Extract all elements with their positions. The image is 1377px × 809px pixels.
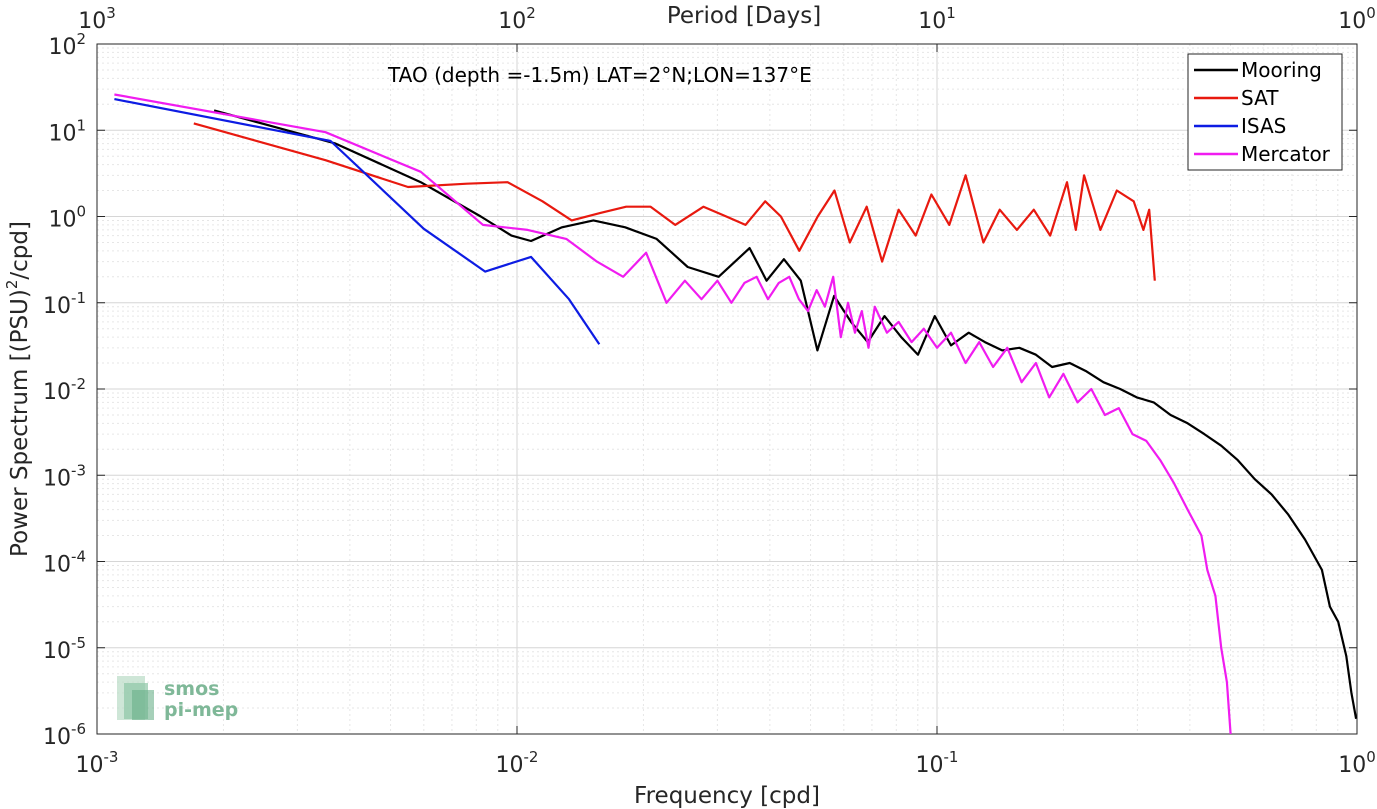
logo-line-1: smos — [164, 678, 219, 700]
legend: Mooring SAT ISAS Mercator — [1187, 53, 1343, 171]
y-tick-label: 102 — [48, 30, 86, 60]
x-tick-label: 10-2 — [496, 748, 539, 778]
legend-label-isas: ISAS — [1241, 114, 1286, 138]
top-tick-label: 102 — [498, 4, 536, 34]
legend-label-mooring: Mooring — [1241, 58, 1322, 82]
top-tick-label: 100 — [1338, 4, 1376, 34]
y-tick-label: 10-6 — [43, 720, 86, 750]
legend-box — [1187, 53, 1343, 171]
series-line-isas — [114, 98, 601, 345]
top-axis-title: Period [Days] — [667, 3, 821, 29]
series-line-mooring — [213, 109, 1357, 719]
series-line-sat — [193, 122, 1156, 281]
series-line-mercator — [114, 93, 1232, 734]
legend-label-sat: SAT — [1241, 86, 1279, 110]
top-tick-label: 101 — [918, 4, 956, 34]
chart-title: TAO (depth =-1.5m) LAT=2°N;LON=137°E — [387, 63, 812, 87]
y-axis-title: Power Spectrum [(PSU)2/cpd] — [3, 221, 33, 557]
y-tick-label: 10-4 — [43, 548, 86, 578]
grid — [96, 44, 1357, 735]
y-tick-label: 10-5 — [43, 634, 86, 664]
y-tick-label: 10-2 — [43, 375, 86, 405]
series-layer — [114, 93, 1357, 734]
x-axis-title: Frequency [cpd] — [634, 783, 820, 809]
y-tick-label: 10-3 — [43, 461, 86, 491]
logo-line-2: pi-mep — [164, 699, 238, 721]
smos-pi-mep-logo: smos pi-mep — [117, 676, 238, 721]
y-tick-label: 100 — [48, 203, 86, 233]
top-tick-label: 103 — [78, 4, 116, 34]
legend-label-mercator: Mercator — [1241, 142, 1331, 166]
y-tick-label: 101 — [48, 116, 86, 146]
y-tick-label: 10-1 — [43, 289, 86, 319]
x-tick-label: 10-3 — [76, 748, 119, 778]
x-tick-label: 100 — [1338, 748, 1376, 778]
x-tick-label: 10-1 — [916, 748, 959, 778]
